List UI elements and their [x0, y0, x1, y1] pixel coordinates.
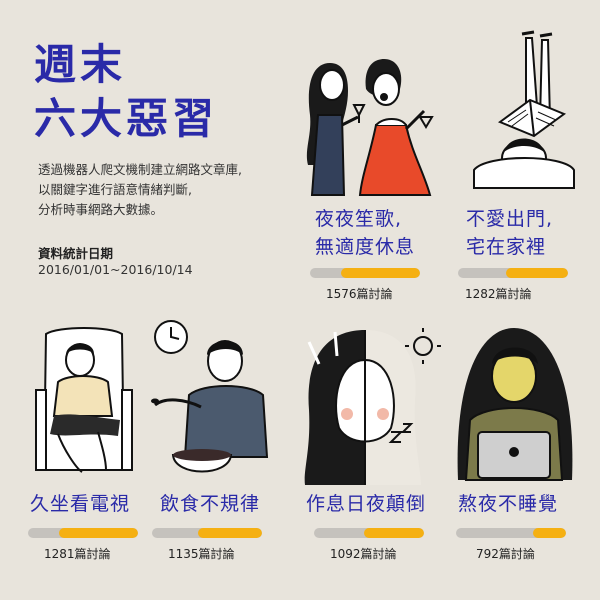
habit-count-schedule: 1092篇討論: [330, 547, 397, 561]
staying-up-late-illustration: [457, 328, 573, 481]
habit-bar-nightlife: [310, 268, 420, 278]
habit-label-diet: 飲食不規律: [160, 490, 260, 518]
habit-label-nightlife-line-1: 夜夜笙歌,: [315, 208, 403, 230]
habit-label-schedule: 作息日夜顛倒: [306, 490, 426, 518]
habit-bar-fill-nightlife: [340, 268, 420, 278]
habit-bar-diet: [152, 528, 262, 538]
habit-label-nightlife: 夜夜笙歌, 無適度休息: [315, 205, 415, 261]
description: 透過機器人爬文機制建立網路文章庫, 以關鍵字進行語意情緒判斷, 分析時事網路大數…: [38, 160, 278, 220]
habit-count-homebody: 1282篇討論: [465, 287, 532, 301]
description-line-1: 透過機器人爬文機制建立網路文章庫,: [38, 162, 242, 177]
habit-bar-fill-tv: [58, 528, 138, 538]
habit-label-homebody: 不愛出門, 宅在家裡: [466, 205, 553, 261]
watching-tv-illustration: [35, 327, 133, 473]
habit-bar-fill-homebody: [506, 268, 568, 278]
habit-count-late-night: 792篇討論: [476, 547, 535, 561]
habit-label-late-night: 熬夜不睡覺: [458, 490, 558, 518]
eating-illustration: [151, 320, 269, 473]
stats-date-range: 2016/01/01~2016/10/14: [38, 262, 193, 277]
habit-label-diet-line-1: 飲食不規律: [160, 493, 261, 515]
habit-label-schedule-line-1: 作息日夜顛倒: [306, 493, 427, 515]
habit-bar-schedule: [314, 528, 424, 538]
day-night-reversed-illustration: [304, 328, 441, 485]
habit-label-tv-line-1: 久坐看電視: [30, 493, 131, 515]
habit-count-nightlife: 1576篇討論: [326, 287, 393, 301]
habit-bar-late-night: [456, 528, 566, 538]
habit-count-diet: 1135篇討論: [168, 547, 235, 561]
habit-bar-fill-diet: [198, 528, 262, 538]
description-line-3: 分析時事網路大數據。: [38, 202, 164, 217]
title-line-2: 六大惡習: [34, 94, 219, 143]
habit-bar-tv: [28, 528, 138, 538]
stats-date-label: 資料統計日期: [38, 246, 114, 261]
habit-label-homebody-line-2: 宅在家裡: [466, 236, 547, 258]
habit-label-late-night-line-1: 熬夜不睡覺: [458, 493, 559, 515]
habit-bar-fill-schedule: [363, 528, 424, 538]
description-line-2: 以關鍵字進行語意情緒判斷,: [38, 182, 192, 197]
habit-count-tv: 1281篇討論: [44, 547, 111, 561]
party-women-illustration: [306, 59, 434, 196]
habit-bar-fill-late-night: [533, 528, 566, 538]
habit-label-tv: 久坐看電視: [30, 490, 130, 518]
habit-bar-homebody: [458, 268, 568, 278]
title-line-1: 週末: [34, 40, 127, 89]
reading-at-home-illustration: [473, 30, 575, 189]
page-title: 週末 六大惡習: [34, 38, 218, 146]
habit-label-homebody-line-1: 不愛出門,: [466, 208, 554, 230]
habit-label-nightlife-line-2: 無適度休息: [315, 236, 416, 258]
